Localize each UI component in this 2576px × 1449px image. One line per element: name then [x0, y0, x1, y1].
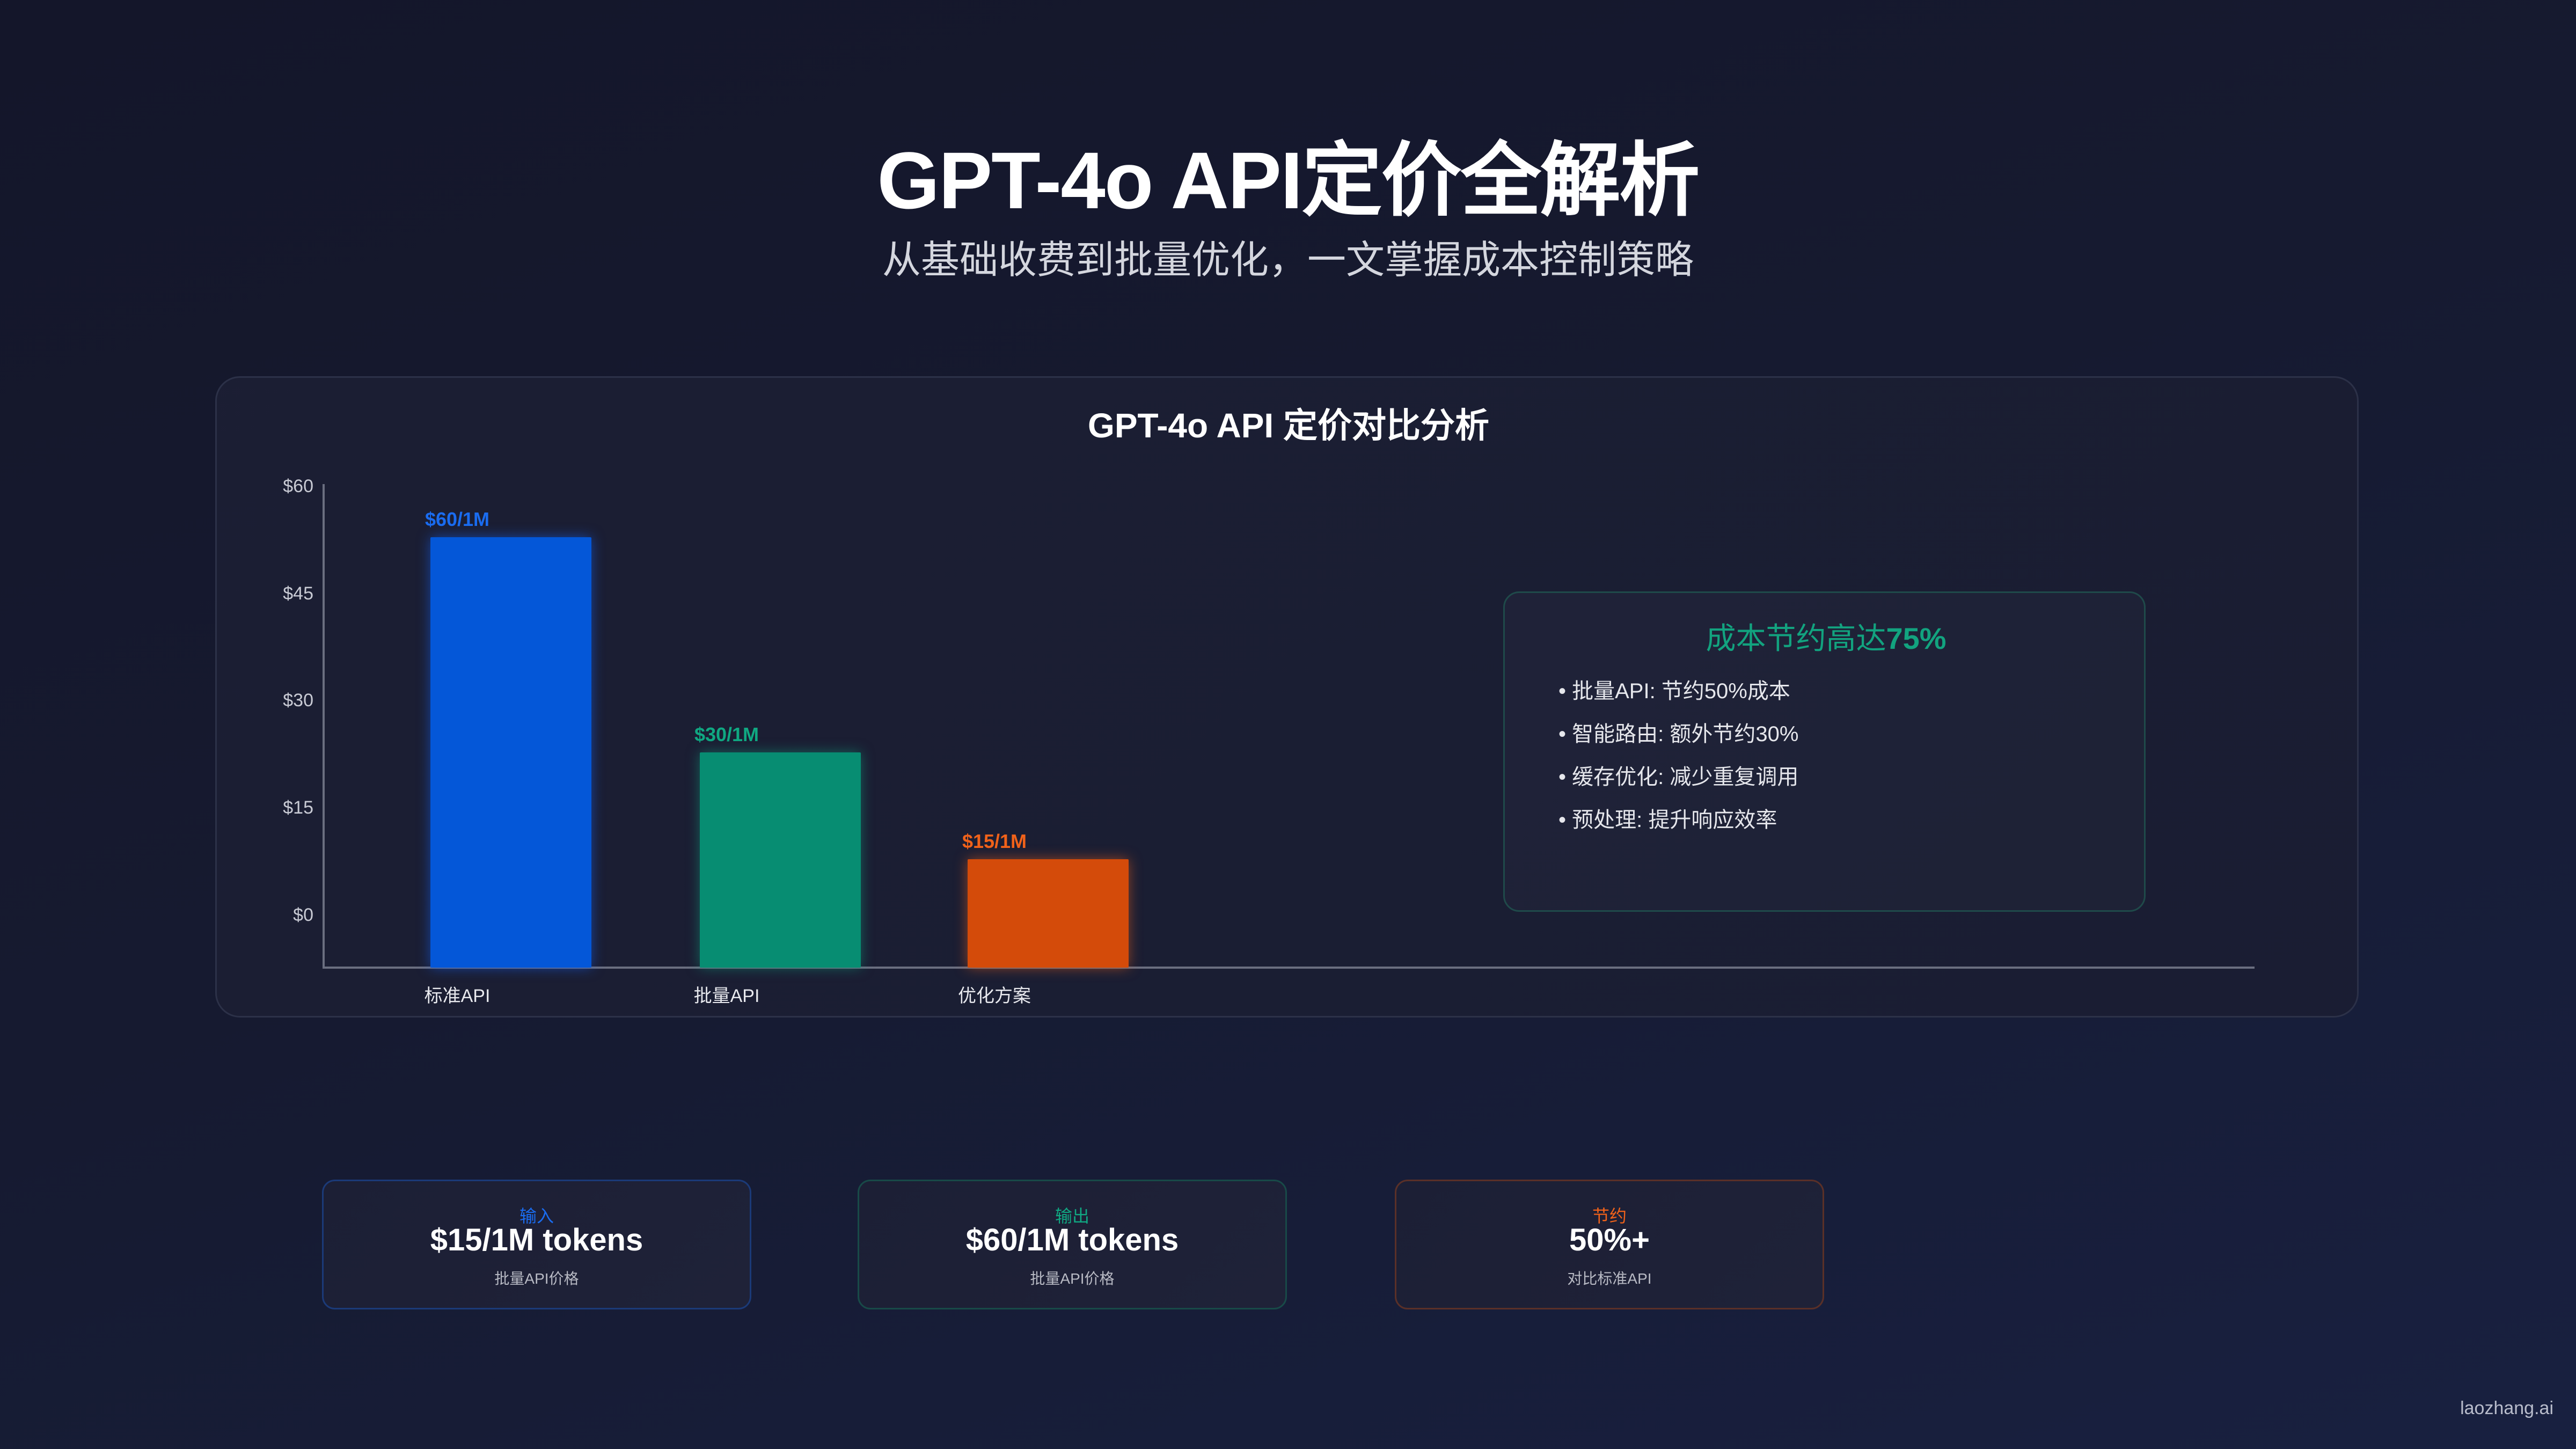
page-subtitle: 从基础收费到批量优化，一文掌握成本控制策略 [882, 239, 1694, 282]
card-subtext: 批量API价格 [494, 1270, 579, 1287]
y-tick-label: $60 [283, 476, 313, 496]
x-category-label: 批量API [693, 986, 760, 1006]
bar-value-label: $30/1M [694, 723, 759, 745]
card-subtext: 批量API价格 [1030, 1270, 1115, 1287]
card-input-price: 输入 $15/1M tokens 批量API价格 [322, 1180, 751, 1309]
savings-info-box: 成本节约高达75% • 批量API: 节约50%成本 • 智能路由: 额外节约3… [1503, 591, 2146, 912]
watermark: laozhang.ai [2460, 1398, 2553, 1418]
card-output-price: 输出 $60/1M tokens 批量API价格 [858, 1180, 1287, 1309]
savings-title-prefix: 成本节约高达 [1706, 621, 1886, 655]
card-label: 输入 [519, 1206, 554, 1226]
bar-standard-api [430, 537, 591, 968]
card-label: 输出 [1055, 1206, 1089, 1226]
savings-list-item: • 批量API: 节约50%成本 [1558, 679, 1790, 703]
card-savings: 节约 50%+ 对比标准API [1395, 1180, 1824, 1309]
card-value: $15/1M tokens [430, 1223, 643, 1257]
savings-title-highlight: 75% [1886, 621, 1946, 655]
card-label: 节约 [1592, 1206, 1627, 1226]
page-title: GPT-4o API定价全解析 [877, 135, 1700, 225]
x-category-label: 标准API [424, 986, 491, 1006]
savings-list-item: • 缓存优化: 减少重复调用 [1558, 765, 1799, 789]
savings-title: 成本节约高达75% [1505, 614, 2147, 658]
x-category-label: 优化方案 [958, 986, 1031, 1006]
bar-value-label: $60/1M [425, 508, 490, 530]
x-axis-line [323, 967, 2255, 969]
chart-title: GPT-4o API 定价对比分析 [1088, 406, 1489, 445]
card-subtext: 对比标准API [1567, 1270, 1652, 1287]
y-tick-label: $45 [283, 583, 313, 604]
bar-optimized-plan [968, 859, 1129, 968]
bar-batch-api [700, 752, 861, 968]
bar-value-label: $15/1M [962, 830, 1027, 852]
card-value: 50%+ [1569, 1223, 1650, 1257]
y-tick-label: $15 [283, 797, 313, 818]
savings-list-item: • 预处理: 提升响应效率 [1558, 808, 1777, 832]
y-tick-label: $30 [283, 690, 313, 711]
savings-list-item: • 智能路由: 额外节约30% [1558, 722, 1799, 746]
y-axis-line [323, 484, 325, 969]
y-tick-label: $0 [293, 905, 313, 925]
card-value: $60/1M tokens [965, 1223, 1179, 1257]
